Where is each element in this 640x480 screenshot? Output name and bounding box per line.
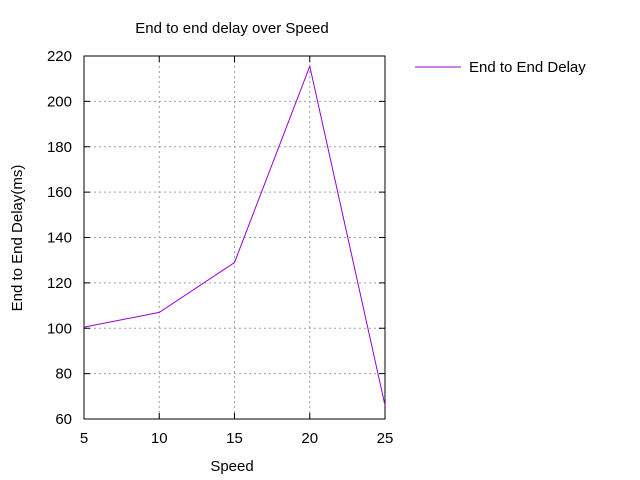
y-tick-label-100: 100 <box>47 320 72 337</box>
x-tick-label-5: 5 <box>80 430 88 447</box>
y-tick-label-200: 200 <box>47 93 72 110</box>
y-tick-label-140: 140 <box>47 230 72 247</box>
x-tick-label-25: 25 <box>377 430 394 447</box>
y-tick-label-220: 220 <box>47 48 72 65</box>
y-tick-label-80: 80 <box>55 366 72 383</box>
y-tick-label-60: 60 <box>55 411 72 428</box>
legend-label: End to End Delay <box>469 59 586 76</box>
grid <box>84 56 385 419</box>
series-line-end-to-end-delay <box>83 64 386 406</box>
chart-title: End to end delay over Speed <box>135 20 328 37</box>
legend: End to End Delay <box>415 59 586 76</box>
x-tick-label-10: 10 <box>151 430 168 447</box>
tick-labels: 5 10 15 20 25 60 80 100 120 140 160 180 200 220 <box>47 48 393 447</box>
y-axis-label: End to End Delay(ms) <box>9 165 26 312</box>
y-tick-label-180: 180 <box>47 139 72 156</box>
x-tick-label-20: 20 <box>301 430 318 447</box>
y-tick-label-120: 120 <box>47 275 72 292</box>
y-tick-label-160: 160 <box>47 184 72 201</box>
x-axis-label: Speed <box>210 458 253 475</box>
x-tick-label-15: 15 <box>226 430 243 447</box>
axis-ticks <box>83 55 386 420</box>
